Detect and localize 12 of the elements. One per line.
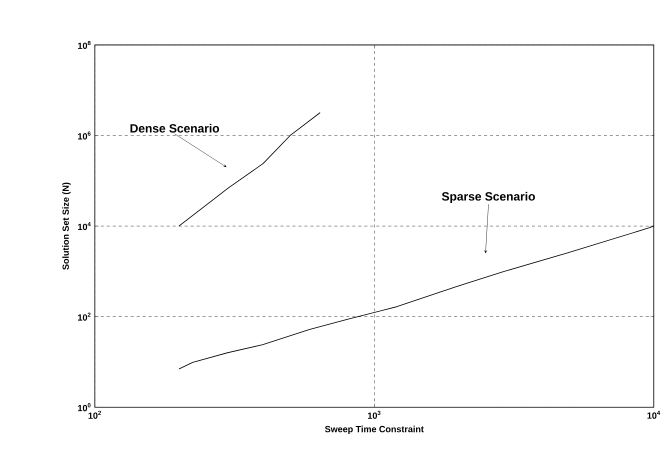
y-tick-label: 10$^{8}$ — [78, 40, 91, 49]
y-tick-label: 10$^{2}$ — [78, 312, 91, 321]
y-tick-label: 10$^{6}$ — [78, 131, 91, 140]
y-axis-title: Solution Set Size (N) — [62, 182, 71, 270]
y-tick-label: 10$^{4}$ — [78, 222, 91, 230]
x-tick-label: 10$^{2}$ — [88, 410, 102, 419]
y-tick-label: 10$^{0}$ — [78, 403, 91, 412]
x-tick-label: 10$^{4}$ — [647, 410, 660, 419]
annotation: Sparse Scenario — [442, 192, 535, 203]
x-axis-title: Sweep Time Constraint — [324, 426, 424, 434]
annotation: Dense Scenario — [130, 124, 220, 133]
x-tick-label: 10$^{3}$ — [368, 410, 380, 419]
